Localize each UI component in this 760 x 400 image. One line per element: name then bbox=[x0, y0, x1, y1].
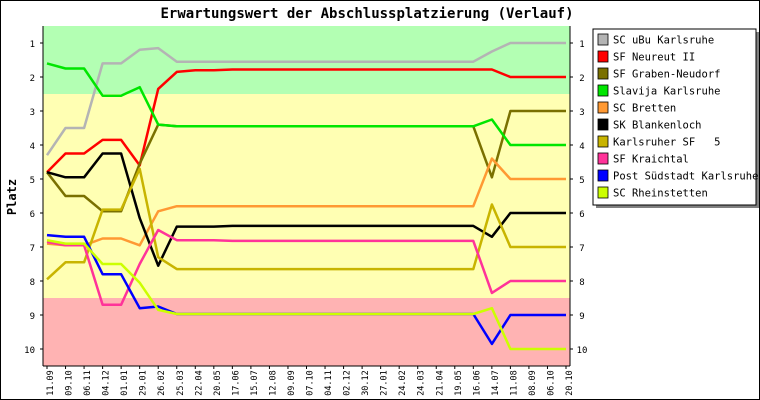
series-line bbox=[46, 68, 566, 174]
legend-swatch bbox=[597, 135, 609, 148]
x-tick-label: 19.05 bbox=[454, 370, 464, 396]
legend-swatch bbox=[597, 101, 609, 114]
legend-swatch bbox=[597, 186, 609, 199]
legend-swatch bbox=[597, 152, 609, 165]
x-tick-label: 01.01 bbox=[120, 370, 130, 396]
x-tick-label: 11.08 bbox=[509, 370, 519, 396]
y-tick-label: 5 bbox=[579, 176, 584, 186]
y-tick-label: 8 bbox=[579, 278, 584, 288]
x-tick-label: 12.08 bbox=[268, 370, 278, 396]
y-tick-label: 4 bbox=[30, 142, 35, 152]
x-tick-label: 15.07 bbox=[250, 370, 260, 396]
x-tick-label: 22.04 bbox=[194, 370, 204, 396]
series-line bbox=[46, 167, 566, 281]
y-tick-label: 3 bbox=[579, 108, 584, 118]
x-tick-label: 07.10 bbox=[306, 370, 316, 396]
y-tick-label: 6 bbox=[579, 210, 584, 220]
x-tick-label: 20.05 bbox=[213, 370, 223, 396]
legend-label: Slavija Karlsruhe bbox=[613, 86, 720, 98]
x-tick-label: 25.03 bbox=[176, 370, 186, 396]
series-lines bbox=[45, 41, 566, 351]
series-line bbox=[45, 41, 566, 156]
legend-swatch bbox=[597, 118, 609, 131]
x-tick-label: 26.02 bbox=[157, 370, 167, 396]
x-tick-label: 09.09 bbox=[287, 370, 297, 396]
zone-band bbox=[43, 26, 570, 94]
y-tick-label: 4 bbox=[579, 142, 584, 152]
legend-label: SC Rheinstetten bbox=[613, 188, 708, 200]
legend-label: SK Blankenloch bbox=[613, 120, 702, 132]
legend-label: SC Bretten bbox=[613, 103, 676, 115]
zone-band bbox=[43, 298, 570, 366]
legend-box bbox=[592, 28, 757, 206]
y-tick-label: 10 bbox=[24, 346, 35, 356]
x-tick-label: 16.06 bbox=[472, 370, 482, 396]
series-line bbox=[46, 157, 566, 247]
axes: 1 1 2 2 3 3 4 4 5 5 6 6 7 7 8 8 9 9 10 10 11.09 09.10 06.11 04.… bbox=[24, 26, 587, 396]
legend-label: SF Graben-Neudorf bbox=[613, 69, 720, 81]
legend-label: SF Neureut II bbox=[613, 52, 695, 64]
y-tick-label: 7 bbox=[579, 244, 584, 254]
x-tick-label: 09.10 bbox=[65, 370, 75, 396]
zone-background bbox=[43, 26, 570, 366]
y-tick-label: 1 bbox=[30, 40, 35, 50]
legend-swatch bbox=[597, 33, 609, 46]
x-tick-label: 14.07 bbox=[491, 370, 501, 396]
x-tick-label: 04.11 bbox=[324, 370, 334, 396]
y-tick-label: 1 bbox=[579, 40, 584, 50]
legend-label: Post Südstadt Karlsruhe bbox=[613, 171, 758, 183]
x-tick-label: 11.09 bbox=[46, 370, 56, 396]
y-axis-label: Platz bbox=[5, 179, 19, 215]
y-tick-label: 10 bbox=[577, 346, 588, 356]
x-tick-label: 24.02 bbox=[398, 370, 408, 396]
y-tick-label: 9 bbox=[30, 312, 35, 322]
y-tick-label: 6 bbox=[30, 210, 35, 220]
chart-title: Erwartungswert der Abschlussplatzierung … bbox=[160, 6, 573, 22]
y-tick-label: 7 bbox=[30, 244, 35, 254]
x-tick-label: 21.04 bbox=[435, 370, 445, 396]
y-tick-label: 3 bbox=[30, 108, 35, 118]
series-line bbox=[46, 152, 566, 267]
legend-swatch bbox=[597, 169, 609, 182]
x-tick-label: 02.12 bbox=[343, 370, 353, 396]
legend-label: Karlsruher SF 5 bbox=[613, 137, 720, 149]
y-tick-label: 5 bbox=[30, 176, 35, 186]
x-tick-label: 20.10 bbox=[565, 370, 575, 396]
legend-swatch bbox=[597, 50, 609, 63]
x-tick-label: 04.12 bbox=[102, 370, 112, 396]
legend: SC uBu Karlsruhe SF Neureut II SF Graben-N… bbox=[592, 28, 759, 208]
y-tick-label: 2 bbox=[579, 74, 584, 84]
y-tick-label: 8 bbox=[30, 278, 35, 288]
legend-label: SC uBu Karlsruhe bbox=[613, 35, 714, 47]
series-line bbox=[46, 238, 566, 351]
legend-swatch bbox=[597, 67, 609, 80]
legend-label: SF Kraichtal bbox=[613, 154, 689, 166]
x-tick-label: 08.09 bbox=[528, 370, 538, 396]
x-tick-label: 27.01 bbox=[380, 370, 390, 396]
legend-swatch bbox=[597, 84, 609, 97]
x-tick-label: 29.01 bbox=[139, 370, 149, 396]
x-tick-label: 06.10 bbox=[546, 370, 556, 396]
series-line bbox=[46, 62, 566, 147]
x-tick-label: 24.03 bbox=[417, 370, 427, 396]
y-tick-label: 9 bbox=[579, 312, 584, 322]
x-tick-label: 06.11 bbox=[83, 370, 93, 396]
y-tick-label: 2 bbox=[30, 74, 35, 84]
x-tick-label: 30.12 bbox=[361, 370, 371, 396]
x-tick-label: 17.06 bbox=[231, 370, 241, 396]
zone-band bbox=[43, 94, 570, 298]
